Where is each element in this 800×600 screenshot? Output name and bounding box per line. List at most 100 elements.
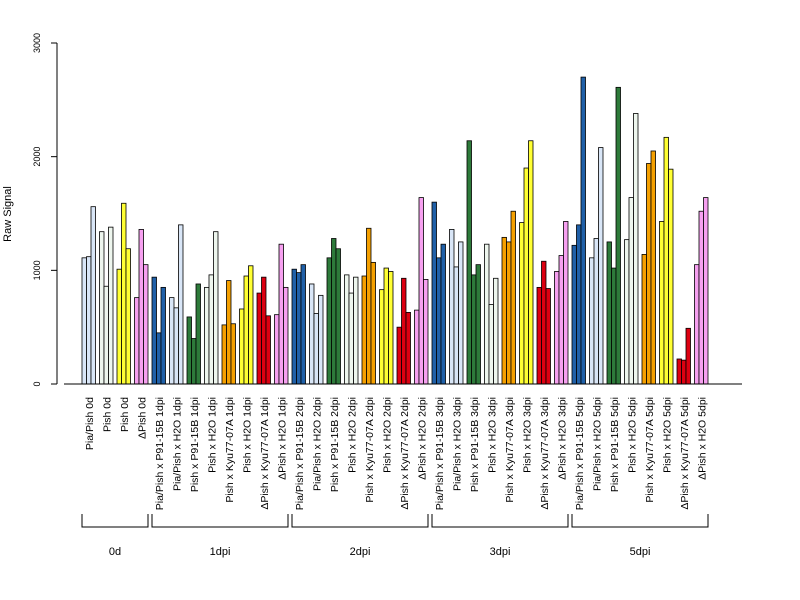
y-tick-label: 0 — [32, 381, 42, 386]
x-tick-label: Pish x Kyu77-07A 2dpi — [364, 397, 376, 503]
bar — [488, 304, 494, 385]
bar — [388, 271, 394, 385]
bar — [278, 243, 284, 385]
bar — [256, 292, 262, 385]
bar — [414, 309, 420, 385]
bar — [309, 283, 315, 385]
bar — [116, 268, 122, 385]
bar — [506, 241, 512, 385]
bar — [204, 286, 210, 385]
x-tick-label: ΔPish x Kyu77-07A 2dpi — [399, 397, 411, 510]
bar — [641, 254, 647, 385]
x-tick-label: Pish x P91-15B 3dpi — [469, 397, 481, 492]
group-label: 1dpi — [210, 546, 231, 558]
bar — [265, 315, 271, 385]
bar — [554, 271, 560, 385]
bar — [624, 239, 630, 385]
bar — [694, 264, 700, 385]
bar — [348, 292, 354, 385]
x-tick-label: Pia/Pish x H2O 2dpi — [311, 397, 323, 491]
bar — [121, 202, 127, 385]
bar — [563, 221, 569, 385]
bar — [628, 197, 634, 385]
bar — [663, 136, 669, 385]
x-tick-label: Pish x H2O 3dpi — [486, 397, 498, 473]
bar — [243, 275, 249, 385]
x-tick-label: ΔPish x H2O 3dpi — [556, 397, 568, 480]
x-tick-label: Pish x H2O 1dpi — [241, 397, 253, 473]
bar — [698, 210, 704, 385]
bar — [668, 168, 674, 385]
bar — [108, 226, 114, 385]
x-tick-label: Pish x P91-15B 2dpi — [329, 397, 341, 492]
bar — [676, 358, 682, 385]
bar — [593, 238, 599, 385]
bar — [611, 267, 617, 385]
bar — [650, 150, 656, 385]
x-tick-label: Pish x H2O 5dpi — [626, 397, 638, 473]
bar — [576, 224, 582, 385]
bar — [606, 241, 612, 385]
bar — [283, 286, 289, 385]
bar — [331, 238, 337, 385]
bar — [300, 264, 306, 385]
bar — [449, 229, 455, 385]
bar — [659, 221, 665, 385]
group-bracket — [151, 514, 289, 528]
y-tick-label: 3000 — [32, 33, 42, 53]
x-tick-label: Pia/Pish x H2O 5dpi — [591, 397, 603, 491]
bar — [156, 332, 162, 385]
bar — [589, 257, 595, 385]
x-tick-labels: Pia/Pish 0d Pish 0d Pish 0d ΔPish 0d Pia/Pis… — [84, 397, 709, 510]
bar — [558, 255, 564, 385]
bar — [493, 277, 499, 385]
bar — [545, 288, 551, 385]
group-bracket — [571, 514, 709, 528]
bar — [195, 283, 201, 385]
x-tick-label: Pia/Pish x P91-15B 1dpi — [154, 397, 166, 510]
bar — [458, 241, 464, 385]
group-brackets: 0d 1dpi 2dpi 3dpi 5dpi — [81, 514, 709, 558]
bar — [440, 243, 446, 385]
group-label: 3dpi — [490, 546, 511, 558]
y-tick-label: 2000 — [32, 147, 42, 167]
x-tick-label: ΔPish x H2O 2dpi — [416, 397, 428, 480]
bar — [681, 359, 687, 385]
x-tick-label: Pia/Pish x P91-15B 3dpi — [434, 397, 446, 510]
bar — [646, 163, 652, 385]
bar — [169, 297, 175, 385]
bar — [291, 268, 297, 385]
bar — [326, 257, 332, 385]
bar — [379, 289, 385, 385]
x-tick-label: Pish x H2O 5dpi — [661, 397, 673, 473]
bar — [528, 140, 534, 385]
bar — [396, 326, 402, 385]
y-tick-label: 1000 — [32, 260, 42, 280]
y-axis: 0 1000 2000 3000 — [32, 33, 58, 387]
bar — [580, 76, 586, 385]
group-label: 0d — [109, 546, 121, 558]
bar — [239, 308, 245, 385]
bar — [401, 277, 407, 385]
bar — [383, 267, 389, 385]
bar — [536, 286, 542, 385]
x-tick-label: Pish x H2O 2dpi — [381, 397, 393, 473]
bar — [318, 294, 324, 385]
bar — [685, 327, 691, 385]
bar — [361, 275, 367, 385]
bar — [81, 257, 87, 385]
bar — [335, 248, 341, 385]
bar — [571, 244, 577, 385]
bar — [296, 272, 302, 385]
x-tick-label: Pish x Kyu77-07A 5dpi — [644, 397, 656, 503]
bars — [81, 76, 709, 385]
bar — [633, 113, 639, 385]
x-tick-label: ΔPish x H2O 5dpi — [696, 397, 708, 480]
bar — [208, 274, 214, 385]
x-tick-label: Pish x Kyu77-07A 3dpi — [504, 397, 516, 503]
x-tick-label: Pish 0d — [119, 397, 131, 432]
bar — [519, 222, 525, 385]
bar — [134, 297, 140, 385]
bar — [125, 248, 131, 385]
